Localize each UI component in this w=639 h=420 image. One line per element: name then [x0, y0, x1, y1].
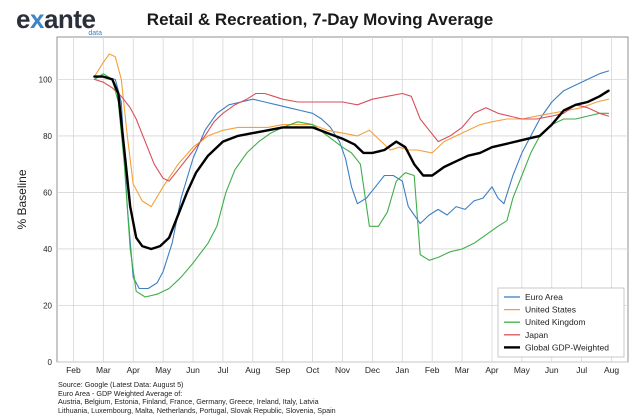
y-tick-label: 20 — [43, 301, 52, 310]
exante-logo: exante data — [16, 4, 108, 37]
footnote-euro-area-countries-1: Austria, Belgium, Estonia, Finland, Fran… — [58, 397, 319, 407]
y-tick-label: 0 — [48, 358, 53, 367]
x-tick-label: Jun — [545, 365, 559, 375]
x-tick-label: Apr — [127, 365, 140, 375]
footnote-euro-area-countries-2: Lithuania, Luxembourg, Malta, Netherland… — [58, 405, 336, 415]
x-tick-label: Aug — [245, 365, 260, 375]
legend-label: United States — [525, 305, 576, 315]
x-tick-label: Mar — [455, 365, 470, 375]
logo-wordmark: exante — [16, 4, 96, 34]
y-tick-label: 60 — [43, 188, 52, 197]
chart-footnote: Source: Google (Latest Data: August 5) E… — [58, 380, 336, 415]
legend-label: Euro Area — [525, 292, 563, 302]
x-tick-label: Mar — [96, 365, 111, 375]
x-tick-label: Nov — [335, 365, 351, 375]
x-tick-label: Feb — [66, 365, 81, 375]
legend-label: Global GDP-Weighted — [525, 342, 609, 352]
x-tick-label: Jan — [395, 365, 409, 375]
footnote-euro-area-heading: Euro Area - GDP Weighted Average of: — [58, 388, 183, 398]
x-tick-label: Aug — [604, 365, 619, 375]
legend-label: Japan — [525, 330, 548, 340]
y-axis-label: % Baseline — [15, 169, 29, 229]
x-tick-label: Oct — [306, 365, 320, 375]
series-line-4 — [93, 75, 610, 251]
series-line-2 — [93, 73, 610, 298]
x-tick-label: Sep — [275, 365, 290, 375]
chart-title: Retail & Recreation, 7-Day Moving Averag… — [146, 10, 494, 29]
series-line-3 — [93, 78, 610, 182]
x-tick-label: Apr — [485, 365, 498, 375]
y-tick-label: 100 — [39, 75, 53, 84]
series-line-1 — [93, 53, 610, 208]
x-tick-label: Feb — [425, 365, 440, 375]
x-tick-label: May — [155, 365, 172, 375]
x-tick-label: Jul — [217, 365, 228, 375]
x-tick-label: Dec — [365, 365, 381, 375]
x-tick-label: Jul — [576, 365, 587, 375]
y-tick-label: 40 — [43, 245, 52, 254]
x-tick-label: Jun — [186, 365, 200, 375]
footnote-source: Source: Google (Latest Data: August 5) — [58, 380, 184, 389]
legend-label: United Kingdom — [525, 317, 585, 327]
x-tick-label: May — [514, 365, 531, 375]
y-tick-label: 80 — [43, 132, 52, 141]
logo-subtext: data — [88, 30, 102, 37]
series-line-0 — [102, 70, 610, 290]
